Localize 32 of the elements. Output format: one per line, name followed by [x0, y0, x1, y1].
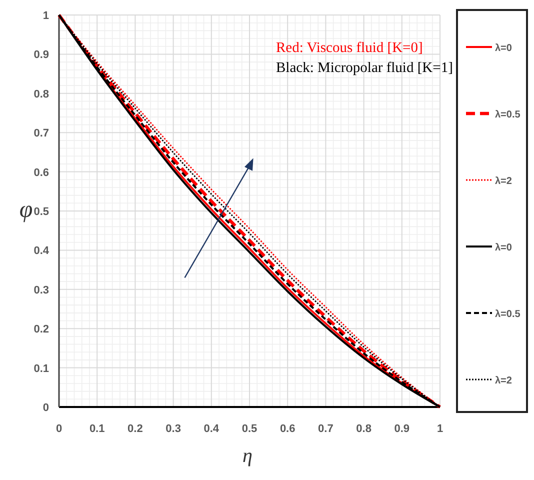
x-tick-label: 0.4 [204, 423, 220, 435]
annotation: Black: Micropolar fluid [K=1] [276, 60, 453, 76]
y-tick-label: 0.5 [34, 206, 49, 218]
legend-label: λ=0 [495, 43, 512, 54]
y-tick-label: 0 [42, 402, 49, 414]
legend-label: λ=2 [495, 376, 512, 386]
y-tick-label: 0.6 [34, 166, 49, 179]
y-tick-label: 1 [42, 10, 49, 22]
y-tick-label: 0.2 [34, 324, 49, 336]
x-tick-label: 0 [56, 423, 62, 435]
y-tick-label: 0.9 [34, 49, 49, 62]
x-tick-label: 0.2 [128, 423, 143, 435]
y-tick-label: 0.4 [34, 245, 50, 258]
legend-label: λ=0.5 [495, 110, 521, 120]
x-tick-label: 0.5 [242, 423, 258, 435]
x-tick-label: 0.8 [356, 423, 372, 435]
legend-label: λ=2 [495, 176, 512, 187]
y-tick-label: 0.8 [34, 88, 49, 100]
y-axis-title: φ [19, 197, 33, 223]
x-tick-label: 0.6 [280, 423, 296, 435]
x-tick-label: 0.1 [89, 423, 105, 435]
x-tick-label: 0.9 [394, 423, 410, 435]
y-tick-label: 0.1 [34, 362, 49, 375]
x-tick-label: 0.3 [166, 423, 181, 435]
x-axis-title: η [242, 445, 253, 467]
y-tick-label: 0.3 [34, 284, 49, 296]
x-tick-label: 0.7 [318, 423, 334, 435]
x-tick-label: 1 [436, 423, 444, 435]
annotation: Red: Viscous fluid [K=0] [276, 40, 423, 56]
legend-label: λ=0 [495, 242, 512, 254]
legend-label: λ=0.5 [495, 309, 521, 320]
y-tick-label: 0.7 [34, 128, 49, 140]
